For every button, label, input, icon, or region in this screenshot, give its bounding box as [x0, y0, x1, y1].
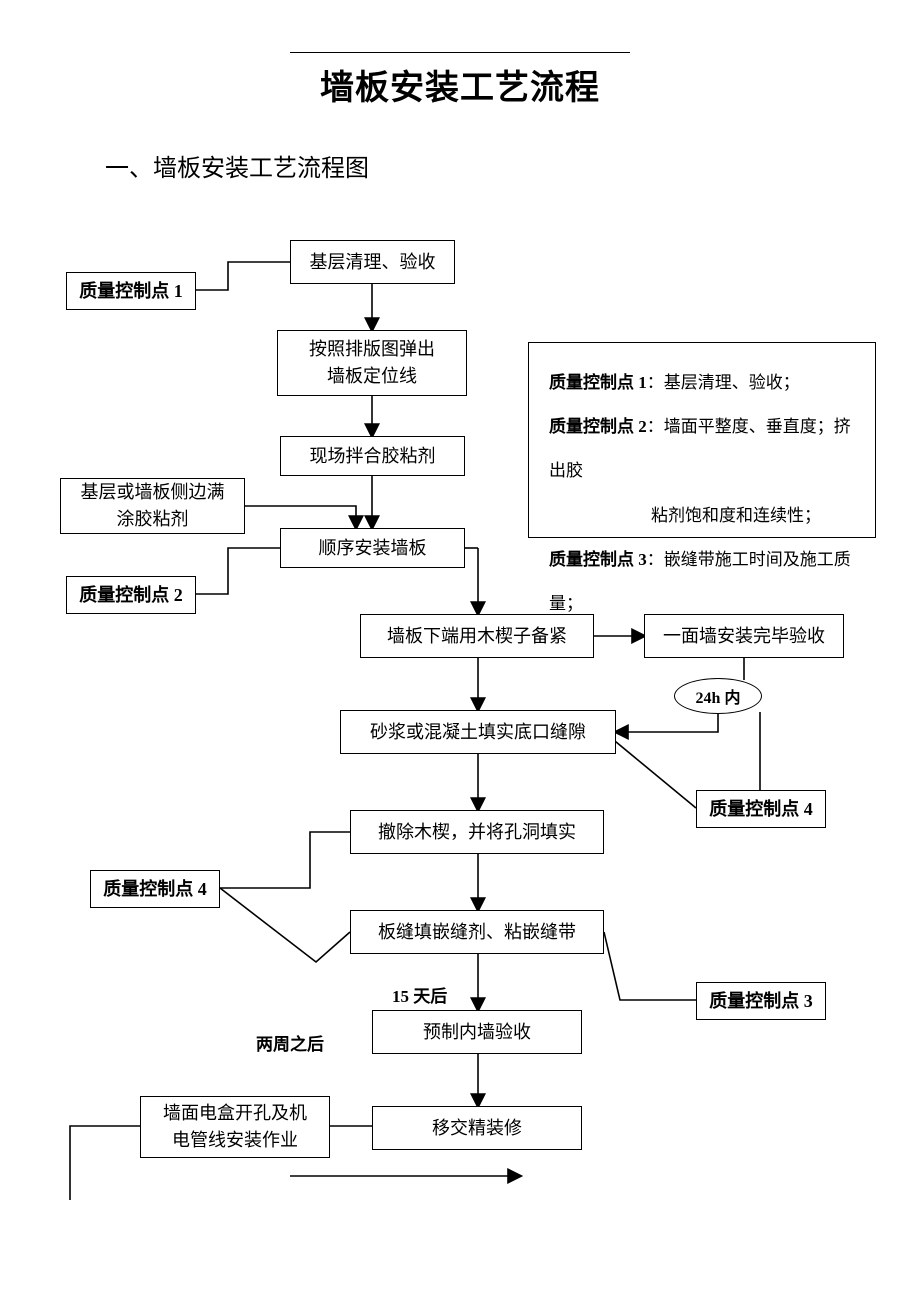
flow-node: 移交精装修: [372, 1106, 582, 1150]
flow-node: 砂浆或混凝土填实底口缝隙: [340, 710, 616, 754]
label-15-days: 15 天后: [392, 982, 447, 1007]
flow-node: 预制内墙验收: [372, 1010, 582, 1054]
flow-node: 一面墙安装完毕验收: [644, 614, 844, 658]
page: 墙板安装工艺流程 一、墙板安装工艺流程图 质量控制点 1：基层清理、验收；质量控…: [0, 0, 920, 1301]
qc-box: 质量控制点 1: [66, 272, 196, 310]
legend-box: 质量控制点 1：基层清理、验收；质量控制点 2：墙面平整度、垂直度；挤出胶 粘剂…: [528, 342, 876, 538]
flow-node: 墙板下端用木楔子备紧: [360, 614, 594, 658]
oval-24h: 24h 内: [674, 678, 762, 714]
qc-box: 质量控制点 3: [696, 982, 826, 1020]
page-title: 墙板安装工艺流程: [0, 60, 920, 109]
flow-node: 现场拌合胶粘剂: [280, 436, 465, 476]
title-rule: [290, 52, 630, 53]
flow-node: 板缝填嵌缝剂、粘嵌缝带: [350, 910, 604, 954]
flow-node: 顺序安装墙板: [280, 528, 465, 568]
flow-node: 基层或墙板侧边满涂胶粘剂: [60, 478, 245, 534]
flow-node: 按照排版图弹出墙板定位线: [277, 330, 467, 396]
flow-node: 基层清理、验收: [290, 240, 455, 284]
section-heading: 一、墙板安装工艺流程图: [105, 148, 369, 183]
flow-node: 墙面电盒开孔及机电管线安装作业: [140, 1096, 330, 1158]
qc-box: 质量控制点 2: [66, 576, 196, 614]
qc-box: 质量控制点 4: [696, 790, 826, 828]
label-two-weeks: 两周之后: [256, 1030, 324, 1055]
flow-node: 撤除木楔，并将孔洞填实: [350, 810, 604, 854]
qc-box: 质量控制点 4: [90, 870, 220, 908]
